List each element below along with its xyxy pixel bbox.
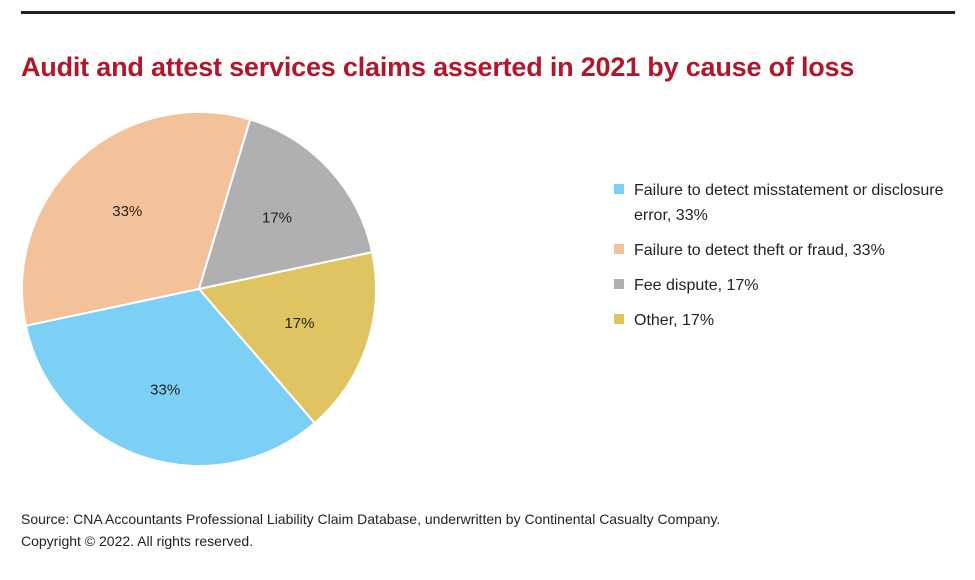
pie-slice-label: 17% (262, 209, 292, 226)
legend-swatch (614, 279, 624, 289)
legend-item: Fee dispute, 17% (614, 273, 944, 298)
pie-slice-fee-dispute (198, 118, 374, 290)
chart-legend: Failure to detect misstatement or disclo… (614, 178, 944, 343)
copyright-text: Copyright © 2022. All rights reserved. (21, 533, 254, 549)
legend-label: Failure to detect theft or fraud, 33% (634, 242, 885, 259)
top-rule (21, 11, 955, 14)
pie-slice-label: 33% (150, 381, 180, 398)
legend-label: Fee dispute, 17% (634, 277, 759, 294)
pie-slice-label: 17% (284, 315, 314, 332)
source-text: Source: CNA Accountants Professional Lia… (21, 511, 721, 527)
pie-slice-other (198, 251, 377, 424)
source-note: Source: CNA Accountants Professional Lia… (21, 508, 951, 552)
pie-slice-failure-to-detect-misstatement-or-disclosure-error (24, 288, 316, 467)
legend-item: Failure to detect theft or fraud, 33% (614, 238, 944, 263)
legend-swatch (614, 314, 624, 324)
legend-swatch (614, 244, 624, 254)
legend-item: Failure to detect misstatement or disclo… (614, 178, 944, 228)
legend-label: Failure to detect misstatement or disclo… (634, 182, 944, 224)
legend-item: Other, 17% (614, 308, 944, 333)
pie-slice-labels: 33% 17% 17% 33% (112, 203, 314, 398)
chart-title: Audit and attest services claims asserte… (21, 52, 855, 82)
pie-slice-failure-to-detect-theft-or-fraud (21, 111, 252, 327)
legend-swatch (614, 184, 624, 194)
legend-label: Other, 17% (634, 312, 715, 329)
pie-slice-label: 33% (112, 203, 142, 220)
pie-slices (21, 111, 377, 467)
